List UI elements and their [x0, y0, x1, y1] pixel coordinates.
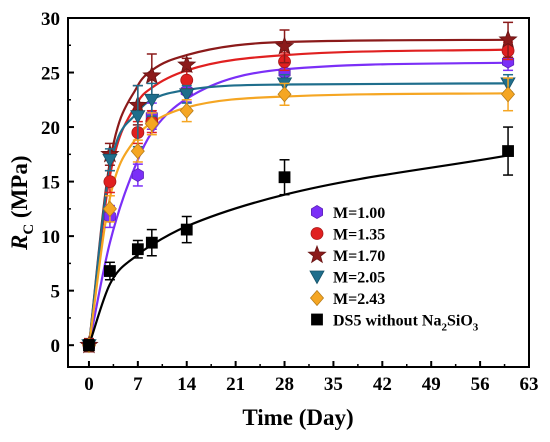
legend-marker — [307, 244, 327, 264]
x-tick-label: 0 — [84, 374, 94, 395]
x-tick-label: 63 — [520, 374, 539, 395]
y-tick-label: 20 — [41, 118, 60, 139]
legend-label: M=1.70 — [333, 248, 385, 265]
data-point — [277, 86, 292, 103]
y-tick-label: 15 — [41, 173, 60, 194]
x-tick-label: 42 — [373, 374, 392, 395]
x-axis-title: Time (Day) — [242, 405, 353, 430]
legend-marker — [310, 227, 324, 240]
x-tick-label: 35 — [324, 374, 343, 395]
data-point — [179, 102, 194, 119]
legend-marker — [310, 205, 324, 219]
data-point — [179, 88, 195, 103]
y-axis: 0 5 10 15 20 25 30 — [41, 9, 74, 357]
legend: M=1.00 M=1.35 M=1.70 M=2.05 M=2.43 DS5 withou… — [307, 205, 479, 334]
data-point — [502, 145, 514, 157]
legend-label: M=2.05 — [333, 270, 385, 287]
data-point — [102, 153, 118, 168]
data-point — [130, 110, 146, 125]
legend-label: M=1.35 — [333, 227, 385, 244]
x-tick-label: 28 — [275, 374, 294, 395]
x-tick-label: 21 — [226, 374, 245, 395]
series — [82, 41, 515, 352]
data-point — [104, 265, 116, 277]
series — [83, 126, 514, 352]
y-axis-title-subscript: C — [21, 224, 37, 235]
data-point — [274, 36, 295, 55]
legend-marker — [311, 313, 323, 326]
data-series — [79, 21, 518, 354]
y-axis-title-unit: (MPa) — [7, 155, 32, 223]
legend-marker — [309, 289, 325, 307]
data-point — [177, 54, 197, 74]
y-tick-label: 5 — [51, 282, 61, 303]
y-tick-label: 10 — [41, 227, 60, 248]
y-axis-title-symbol: R — [7, 235, 32, 251]
data-point — [131, 168, 144, 182]
data-point — [180, 223, 193, 236]
x-tick-label: 7 — [133, 374, 143, 395]
series — [79, 21, 518, 354]
series — [81, 73, 516, 354]
data-point — [501, 54, 515, 69]
data-point — [103, 175, 117, 188]
x-tick-label: 49 — [422, 374, 441, 395]
data-point — [142, 65, 162, 85]
data-point — [500, 86, 516, 103]
data-point — [131, 243, 144, 256]
y-tick-label: 0 — [51, 336, 61, 357]
data-point — [102, 200, 117, 218]
data-point — [83, 339, 95, 352]
data-point — [278, 171, 291, 184]
data-point — [180, 73, 194, 87]
legend-label: M=2.43 — [333, 291, 385, 308]
y-tick-label: 25 — [41, 64, 60, 85]
data-point — [144, 93, 160, 108]
y-tick-label: 30 — [41, 9, 60, 30]
fit-curve — [87, 154, 509, 346]
legend-marker — [309, 270, 325, 285]
legend-label: DS5 without Na2SiO3 — [333, 313, 479, 334]
data-point — [145, 236, 158, 249]
plot-frame — [67, 17, 530, 368]
x-axis: 0 7 14 21 28 35 42 49 56 63 — [84, 361, 539, 395]
data-point — [130, 142, 145, 160]
x-tick-label: 56 — [471, 374, 490, 395]
y-axis-title: RC (MPa) — [7, 155, 37, 251]
x-tick-label: 14 — [177, 374, 197, 395]
legend-label: M=1.00 — [333, 205, 385, 222]
data-point — [144, 115, 159, 132]
data-point — [498, 29, 518, 49]
